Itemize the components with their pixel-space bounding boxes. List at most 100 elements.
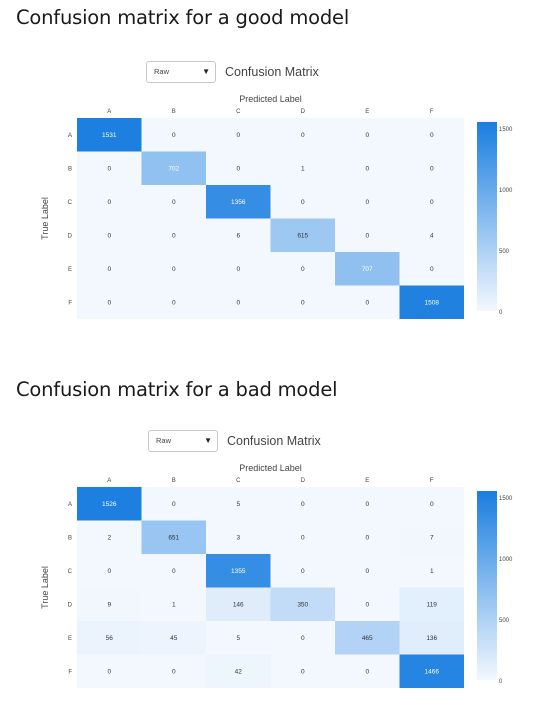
heatmap-cell	[77, 487, 142, 521]
cell-value-label: 1355	[231, 568, 246, 575]
cell-value-label: 0	[107, 668, 111, 675]
heatmap-cell	[77, 654, 142, 688]
y-tick-label: B	[68, 166, 72, 172]
normalization-select-value: Raw	[156, 436, 172, 445]
heatmap-cell	[335, 285, 400, 319]
heatmap-cell	[270, 151, 335, 185]
colorbar-tick-label: 500	[499, 618, 510, 624]
heatmap-cell	[335, 587, 400, 621]
x-tick-label: A	[107, 478, 111, 484]
cell-value-label: 0	[301, 132, 305, 139]
y-tick-label: E	[68, 267, 72, 273]
heatmap-cell	[335, 185, 400, 219]
cell-value-label: 0	[107, 232, 111, 239]
cell-value-label: 0	[107, 299, 111, 306]
cell-value-label: 0	[236, 299, 240, 306]
colorbar-tick-label: 500	[499, 249, 510, 255]
heatmap-cell	[141, 218, 206, 252]
cell-value-label: 2	[107, 534, 111, 541]
x-axis-label: Predicted Label	[239, 463, 302, 473]
cell-value-label: 0	[172, 232, 176, 239]
cell-value-label: 0	[301, 199, 305, 206]
y-tick-label: D	[68, 602, 73, 608]
y-tick-label: B	[68, 535, 72, 541]
heatmap-cell	[399, 487, 464, 521]
cell-value-label: 0	[301, 568, 305, 575]
normalization-select[interactable]: Raw ▼	[146, 61, 216, 83]
heatmap-cell	[399, 587, 464, 621]
heatmap-cell	[399, 118, 464, 152]
cell-value-label: 0	[365, 199, 369, 206]
colorbar-tick-label: 0	[499, 679, 503, 685]
heatmap-cell	[141, 487, 206, 521]
cell-value-label: 4	[430, 232, 434, 239]
heatmap-cell	[399, 520, 464, 554]
cell-value-label: 0	[172, 668, 176, 675]
cell-value-label: 45	[170, 635, 178, 642]
heatmap-cell	[270, 654, 335, 688]
cell-value-label: 702	[168, 165, 179, 172]
section-title-good-model: Confusion matrix for a good model	[16, 6, 350, 29]
y-axis-label: True Label	[40, 197, 50, 240]
y-tick-label: E	[68, 636, 72, 642]
x-tick-label: B	[172, 478, 176, 484]
colorbar	[477, 491, 497, 680]
matrix-title: Confusion Matrix	[227, 434, 321, 448]
cell-value-label: 0	[365, 232, 369, 239]
x-tick-label: E	[365, 478, 369, 484]
cell-value-label: 136	[426, 635, 437, 642]
heatmap-cell	[77, 252, 142, 286]
section-title-bad-model: Confusion matrix for a bad model	[16, 378, 338, 401]
heatmap-cell	[206, 621, 271, 655]
heatmap-cell	[77, 218, 142, 252]
y-tick-label: D	[68, 233, 73, 239]
heatmap-cell	[399, 218, 464, 252]
heatmap-cell	[270, 218, 335, 252]
cell-value-label: 6	[236, 232, 240, 239]
y-tick-label: F	[68, 300, 72, 306]
cell-value-label: 56	[106, 635, 114, 642]
heatmap-cell	[270, 520, 335, 554]
heatmap-cell	[141, 185, 206, 219]
heatmap-cell	[141, 520, 206, 554]
heatmap-cell	[270, 185, 335, 219]
cell-value-label: 0	[236, 165, 240, 172]
cell-value-label: 0	[236, 132, 240, 139]
cell-value-label: 0	[107, 568, 111, 575]
cell-value-label: 0	[430, 132, 434, 139]
heatmap-cell	[141, 151, 206, 185]
cell-value-label: 350	[297, 601, 308, 608]
cell-value-label: 1	[430, 568, 434, 575]
cell-value-label: 651	[168, 534, 179, 541]
heatmap-cell	[206, 285, 271, 319]
cell-value-label: 0	[172, 266, 176, 273]
cell-value-label: 9	[107, 601, 111, 608]
cell-value-label: 0	[172, 568, 176, 575]
heatmap-cell	[335, 621, 400, 655]
heatmap-cell	[335, 487, 400, 521]
cell-value-label: 146	[233, 601, 244, 608]
cell-value-label: 0	[365, 299, 369, 306]
heatmap-cell	[77, 151, 142, 185]
cell-value-label: 1356	[231, 199, 246, 206]
heatmap-cell	[206, 554, 271, 588]
heatmap-cell	[399, 151, 464, 185]
heatmap-cell	[141, 587, 206, 621]
normalization-select[interactable]: Raw ▼	[148, 430, 218, 452]
heatmap-cell	[141, 621, 206, 655]
cell-value-label: 1526	[102, 501, 117, 508]
heatmap-cell	[206, 520, 271, 554]
x-tick-label: D	[301, 109, 306, 115]
heatmap-cell	[141, 285, 206, 319]
heatmap-cell	[77, 285, 142, 319]
x-tick-label: C	[236, 478, 241, 484]
cell-value-label: 0	[172, 132, 176, 139]
cell-value-label: 7	[430, 534, 434, 541]
cell-value-label: 0	[365, 501, 369, 508]
cell-value-label: 0	[365, 601, 369, 608]
y-axis-label: True Label	[40, 566, 50, 609]
cell-value-label: 0	[301, 635, 305, 642]
cell-value-label: 0	[107, 266, 111, 273]
cell-value-label: 707	[362, 266, 373, 273]
